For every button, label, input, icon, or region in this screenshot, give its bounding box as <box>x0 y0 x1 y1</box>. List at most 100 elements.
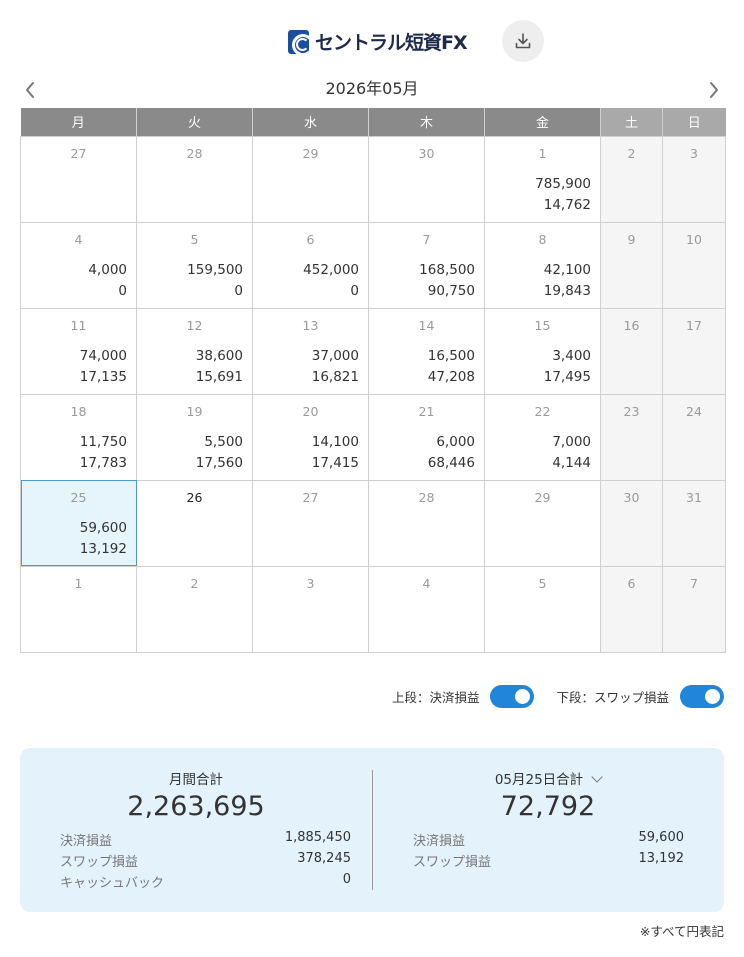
swap-pl-value: 0 <box>118 282 127 299</box>
calendar-day-cell[interactable]: 17 <box>662 307 726 395</box>
day-number: 25 <box>70 489 87 505</box>
day-number: 22 <box>534 403 551 419</box>
calendar-day-cell[interactable]: 27 <box>20 135 137 223</box>
upper-toggle-switch[interactable] <box>490 685 535 708</box>
calendar-day-cell[interactable]: 24 <box>662 393 726 481</box>
calendar-day-cell[interactable]: 26 <box>136 479 253 567</box>
calendar-day-cell[interactable]: 7 <box>662 565 726 653</box>
daily-row-label: 決済損益 <box>413 834 466 849</box>
download-button[interactable] <box>502 20 544 62</box>
calendar-day-cell[interactable]: 4 <box>368 565 485 653</box>
day-number: 30 <box>623 489 640 505</box>
day-number: 27 <box>302 489 319 505</box>
weekday-mon: 月 <box>20 108 137 136</box>
calendar-day-cell[interactable]: 4 4,000 0 <box>20 221 137 309</box>
swap-pl-value: 4,144 <box>552 454 591 471</box>
calendar-day-cell[interactable]: 22 7,000 4,144 <box>484 393 601 481</box>
day-number: 7 <box>690 575 698 591</box>
lower-toggle-switch[interactable] <box>680 685 724 708</box>
daily-row-value: 59,600 <box>638 830 685 845</box>
next-month-button[interactable] <box>702 78 726 102</box>
calendar-day-cell[interactable]: 10 <box>662 221 726 309</box>
calendar-day-cell[interactable]: 12 38,600 15,691 <box>136 307 253 395</box>
calendar-day-cell[interactable]: 5 159,500 0 <box>136 221 253 309</box>
calendar-day-cell[interactable]: 6 <box>600 565 663 653</box>
calendar-day-cell[interactable]: 2 <box>136 565 253 653</box>
calendar-day-cell[interactable]: 16 <box>600 307 663 395</box>
calendar-day-cell[interactable]: 3 <box>662 135 726 223</box>
lower-toggle-label: 下段：スワップ損益 <box>556 690 669 705</box>
calendar-day-cell[interactable]: 15 3,400 17,495 <box>484 307 601 395</box>
daily-row-value: 13,192 <box>638 851 685 866</box>
calendar-day-cell[interactable]: 9 <box>600 221 663 309</box>
calendar-day-cell[interactable]: 5 <box>484 565 601 653</box>
calendar-day-cell[interactable]: 8 42,100 19,843 <box>484 221 601 309</box>
calendar-day-cell[interactable]: 29 <box>484 479 601 567</box>
day-number: 4 <box>422 575 431 591</box>
lower-toggle-group: 下段：スワップ損益 <box>556 685 724 708</box>
calendar-day-cell[interactable]: 29 <box>252 135 369 223</box>
monthly-row-label: キャッシュバック <box>60 876 165 891</box>
month-title: 2026年05月 <box>325 79 419 98</box>
calendar-day-cell[interactable]: 3 <box>252 565 369 653</box>
weekday-sat: 土 <box>600 108 663 136</box>
calendar-day-cell[interactable]: 30 <box>600 479 663 567</box>
calendar-week-row: 27 28 29 30 1 785,900 14,762 2 3 <box>20 135 726 223</box>
weekday-fri: 金 <box>484 108 601 136</box>
settlement-pl-value: 16,500 <box>427 347 475 364</box>
calendar-day-cell[interactable]: 31 <box>662 479 726 567</box>
settlement-pl-value: 159,500 <box>187 261 243 278</box>
calendar-day-cell[interactable]: 27 <box>252 479 369 567</box>
swap-pl-value: 90,750 <box>427 282 475 299</box>
day-number: 2 <box>627 145 636 161</box>
calendar-day-cell[interactable]: 14 16,500 47,208 <box>368 307 485 395</box>
day-number: 26 <box>186 489 203 505</box>
calendar-day-cell[interactable]: 21 6,000 68,446 <box>368 393 485 481</box>
brand-logo: セントラル短資FX <box>288 28 468 55</box>
day-number: 15 <box>534 317 551 333</box>
calendar-day-cell[interactable]: 28 <box>368 479 485 567</box>
calendar-day-cell[interactable]: 25 59,600 13,192 <box>20 479 137 567</box>
prev-month-button[interactable] <box>18 78 42 102</box>
day-number: 11 <box>70 317 87 333</box>
day-number: 6 <box>627 575 636 591</box>
day-number: 7 <box>422 231 431 247</box>
settlement-pl-value: 168,500 <box>419 261 475 278</box>
day-number: 3 <box>306 575 315 591</box>
calendar-day-cell[interactable]: 1 <box>20 565 137 653</box>
swap-pl-value: 17,495 <box>543 368 591 385</box>
monthly-summary: 月間合計 2,263,695 決済損益 1,885,450 スワップ損益 378… <box>20 748 372 912</box>
calendar-day-cell[interactable]: 19 5,500 17,560 <box>136 393 253 481</box>
calendar-day-cell[interactable]: 20 14,100 17,415 <box>252 393 369 481</box>
monthly-row: キャッシュバック 0 <box>60 872 351 893</box>
swap-pl-value: 19,843 <box>543 282 591 299</box>
day-number: 30 <box>418 145 435 161</box>
settlement-pl-value: 7,000 <box>552 433 591 450</box>
swap-pl-value: 17,415 <box>311 454 359 471</box>
settlement-pl-value: 59,600 <box>79 519 127 536</box>
calendar-day-cell[interactable]: 11 74,000 17,135 <box>20 307 137 395</box>
monthly-summary-title: 月間合計 <box>169 772 223 788</box>
calendar-day-cell[interactable]: 13 37,000 16,821 <box>252 307 369 395</box>
weekday-wed: 水 <box>252 108 369 136</box>
logo-mark-icon <box>288 29 309 54</box>
daily-total: 72,792 <box>500 791 596 822</box>
calendar-day-cell[interactable]: 30 <box>368 135 485 223</box>
calendar-day-cell[interactable]: 2 <box>600 135 663 223</box>
day-number: 12 <box>186 317 203 333</box>
daily-summary-title[interactable]: 05月25日合計 <box>372 768 724 788</box>
summary-panel: 月間合計 2,263,695 決済損益 1,885,450 スワップ損益 378… <box>20 748 724 912</box>
month-navigation: 2026年05月 <box>20 78 724 102</box>
calendar-day-cell[interactable]: 6 452,000 0 <box>252 221 369 309</box>
calendar-day-cell[interactable]: 1 785,900 14,762 <box>484 135 601 223</box>
swap-pl-value: 17,135 <box>79 368 127 385</box>
calendar-day-cell[interactable]: 7 168,500 90,750 <box>368 221 485 309</box>
calendar-day-cell[interactable]: 23 <box>600 393 663 481</box>
calendar-day-cell[interactable]: 28 <box>136 135 253 223</box>
calendar-week-row: 11 74,000 17,135 12 38,600 15,691 13 37,000 16,8… <box>20 307 726 395</box>
day-number: 19 <box>186 403 203 419</box>
chevron-down-icon <box>591 771 603 783</box>
calendar-day-cell[interactable]: 18 11,750 17,783 <box>20 393 137 481</box>
settlement-pl-value: 6,000 <box>436 433 475 450</box>
day-number: 29 <box>302 145 319 161</box>
